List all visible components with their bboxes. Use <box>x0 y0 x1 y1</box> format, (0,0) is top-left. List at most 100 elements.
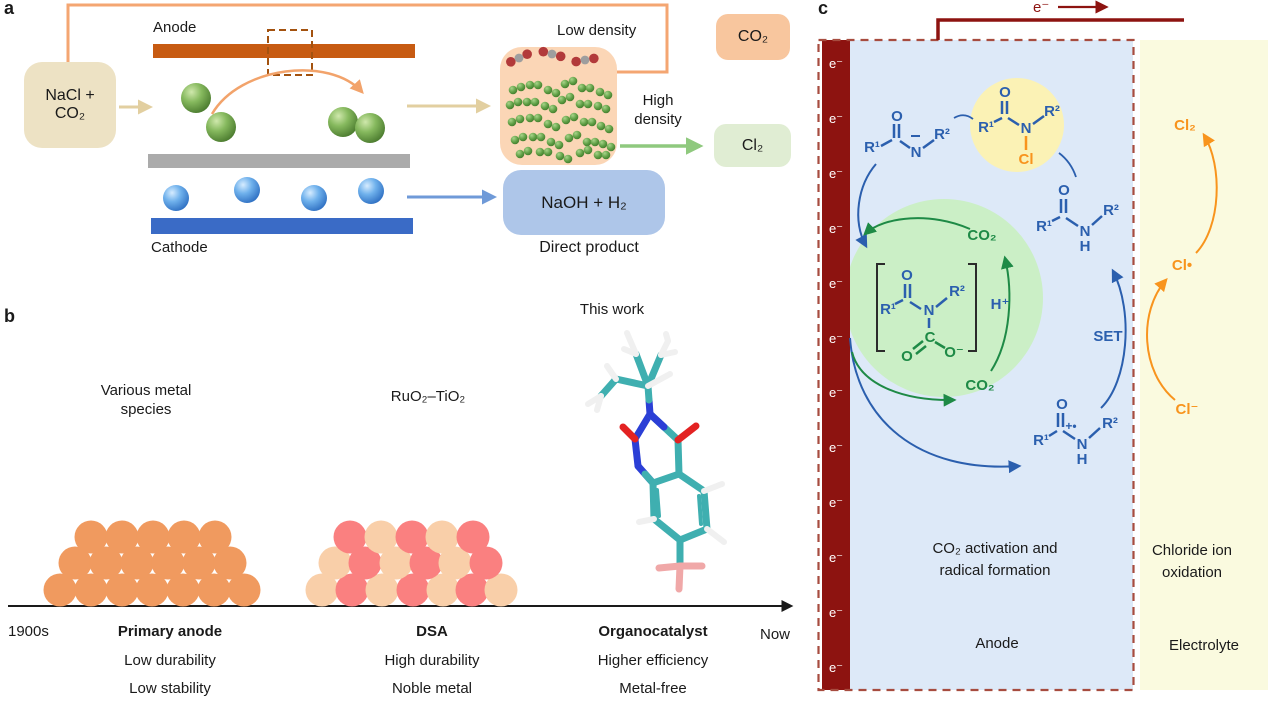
cl2-dimer <box>561 115 571 125</box>
carbamate-carboxylate-bonds <box>912 340 946 355</box>
wire-electron-label: e⁻ <box>1033 0 1050 16</box>
molecule-stick <box>655 488 661 518</box>
cl2-dimer <box>598 139 608 149</box>
molecule-stick <box>604 363 619 382</box>
primary-anode-particle <box>58 546 92 580</box>
radical-h: H <box>1077 451 1088 468</box>
co2-top-label: CO₂ <box>967 227 996 244</box>
molecule-stick <box>612 375 652 390</box>
co2-in-arrow <box>863 217 971 236</box>
radical-r2: R² <box>1102 415 1118 432</box>
carbamate-r1: R¹ <box>880 301 896 318</box>
dsa-particle <box>425 520 459 554</box>
primary-anode-particle <box>182 546 216 580</box>
carbamate-structure <box>894 284 948 328</box>
cl2-dimer <box>528 132 538 142</box>
co2-oxygen <box>506 57 516 67</box>
anion-to-carbamate-arrow <box>855 163 877 249</box>
electron-label: e⁻ <box>828 495 844 511</box>
carbamate-o-double: O <box>901 348 913 365</box>
low-density-label: Low density <box>557 22 637 39</box>
radical-o: O <box>1056 396 1068 413</box>
era2-trait2: Noble metal <box>391 680 473 697</box>
dsa-particle <box>426 573 460 607</box>
era2-trait1: High durability <box>384 652 480 669</box>
feed-line2: CO₂ <box>54 105 86 122</box>
electron-label: e⁻ <box>828 550 844 566</box>
cl2-dimer <box>579 117 589 127</box>
dsa-particle <box>348 546 382 580</box>
cl2-dimer-dots <box>505 76 616 164</box>
primary-anode-particle <box>89 546 123 580</box>
molecule-stick <box>675 470 708 495</box>
direct-product-label: Direct product <box>539 239 639 256</box>
cl2-dimer <box>593 101 603 111</box>
cl2-dimer <box>548 104 558 114</box>
era3-name: Organocatalyst <box>598 623 708 640</box>
molecule-stick <box>704 526 727 545</box>
cl2-dimer <box>585 83 595 93</box>
molecule-stick <box>675 562 684 593</box>
cl-radical-label: Cl• <box>1172 257 1192 274</box>
era2-name: DSA <box>416 623 448 640</box>
era1-material-line2: species <box>120 401 172 418</box>
electron-label: e⁻ <box>828 659 844 675</box>
sodium-sphere <box>234 177 260 203</box>
cl2-dimer <box>546 137 556 147</box>
molecule-stick <box>619 423 639 443</box>
panel-a-label: a <box>4 0 15 18</box>
anion-r1: R¹ <box>864 139 880 156</box>
sodium-sphere <box>163 185 189 211</box>
primary-anode-particle <box>227 573 261 607</box>
carbamate-o-minus: O⁻ <box>944 344 964 361</box>
sodium-sphere <box>301 185 327 211</box>
dsa-particle <box>318 546 352 580</box>
carbamate-o: O <box>901 267 913 284</box>
era1-material-line1: Various metal <box>100 382 192 399</box>
chloroamide-cl: Cl <box>1019 151 1034 168</box>
naoh-product-label: NaOH + H₂ <box>541 192 627 212</box>
cathode-bar <box>151 218 413 234</box>
electrode-to-radical-arrow <box>849 337 1022 474</box>
cl2-dimer <box>569 112 579 122</box>
cl2-dimer <box>582 137 592 147</box>
cl2-dimer <box>572 130 582 140</box>
dsa-particle <box>365 573 399 607</box>
era3-trait1: Higher efficiency <box>597 652 709 669</box>
electrolyte-zone-name: Electrolyte <box>1168 637 1240 654</box>
primary-anode-particle <box>43 573 77 607</box>
catalyst-piles <box>43 520 518 607</box>
cl2-dimer <box>522 97 532 107</box>
dsa-particle <box>438 546 472 580</box>
radical-charge: +• <box>1065 419 1076 433</box>
anion-o: O <box>891 108 903 125</box>
co2-oxygen <box>538 46 549 57</box>
bracket-left <box>876 263 885 352</box>
dsa-particle <box>395 520 429 554</box>
co2-carbon <box>547 49 557 59</box>
co2-carbon <box>514 53 524 63</box>
cl2-product-label: Cl₂ <box>741 136 764 154</box>
co2-bottom-label: CO₂ <box>965 377 994 394</box>
electron-label: e⁻ <box>828 440 844 456</box>
molecule-stick <box>701 481 725 494</box>
carbamate-r2: R² <box>949 283 965 300</box>
anode-dashed-border <box>817 38 1135 692</box>
electron-label: e⁻ <box>828 275 844 291</box>
cl2-dimer <box>507 117 517 127</box>
primary-anode-particle <box>74 520 108 554</box>
primary-anode-particle <box>151 546 185 580</box>
molecule-stick <box>658 349 678 358</box>
primary-anode-particle <box>135 573 169 607</box>
cl2-dimer <box>595 87 605 97</box>
cl2-dimer <box>575 99 585 109</box>
chloroamide-o: O <box>999 84 1011 101</box>
electrolyte-zone-line2: oxidation <box>1161 564 1223 581</box>
cl2-dimer <box>604 124 614 134</box>
set-arrow <box>1100 268 1127 409</box>
amide-r2: R² <box>1103 202 1119 219</box>
cl2-dimer <box>535 147 545 157</box>
era3-trait2: Metal-free <box>619 680 687 697</box>
cathode-label: Cathode <box>151 239 208 256</box>
